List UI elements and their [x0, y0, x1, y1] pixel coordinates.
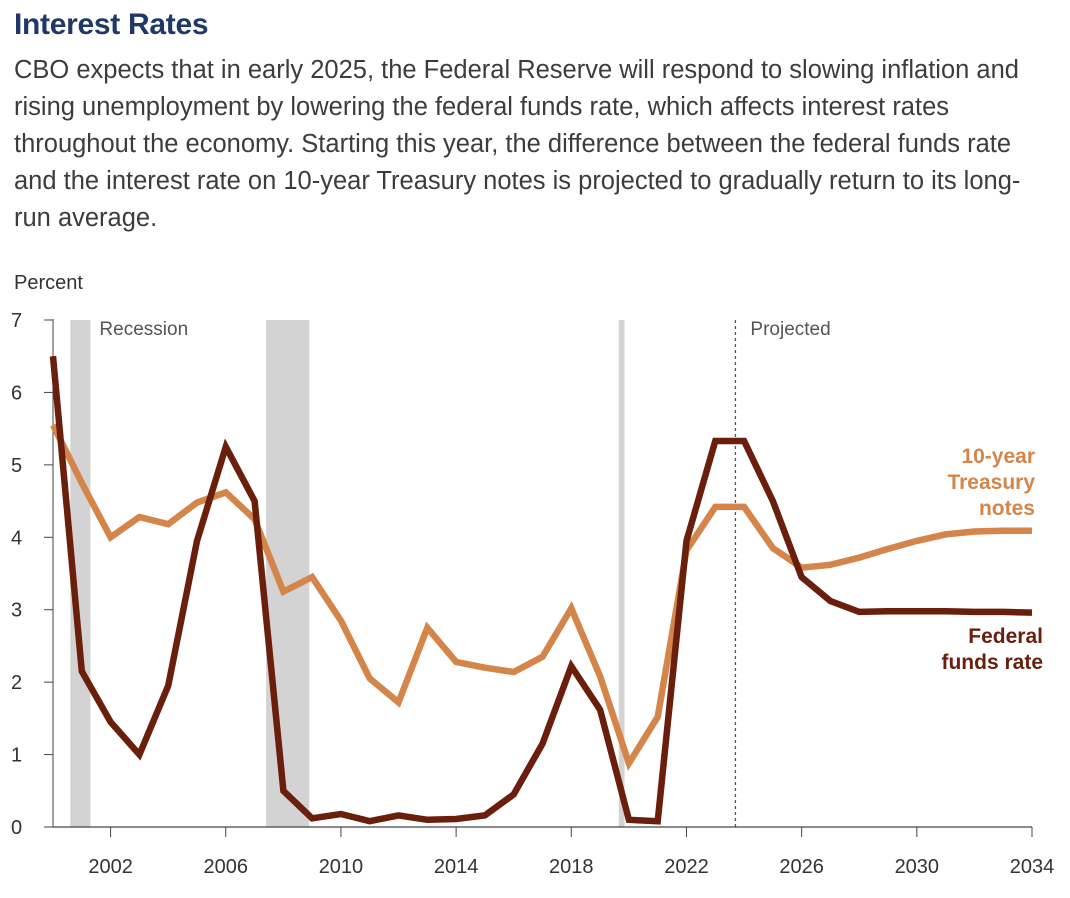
treasury-notes-label: 10-year — [961, 445, 1035, 468]
y-tick-label: 3 — [11, 600, 22, 622]
federal-funds-rate-label: Federal — [968, 625, 1043, 648]
x-tick-label: 2018 — [549, 856, 594, 878]
x-tick-label: 2010 — [319, 856, 364, 878]
x-tick-label: 2030 — [895, 856, 940, 878]
recession-band-2 — [266, 320, 310, 827]
recession-band-1 — [70, 320, 91, 827]
y-tick-label: 6 — [11, 382, 22, 404]
y-tick-label: 1 — [11, 745, 22, 767]
treasury-notes-label: notes — [979, 497, 1035, 520]
y-tick-label: 7 — [11, 310, 22, 332]
treasury-notes-label: Treasury — [947, 471, 1035, 494]
recession-band-3 — [618, 320, 625, 827]
federal-funds-rate-label: funds rate — [941, 651, 1043, 674]
10-year-treasury-notes-line — [50, 423, 1032, 771]
x-tick-label: 2034 — [1010, 856, 1055, 878]
recession-label: Recession — [99, 319, 188, 340]
projection-label: Projected — [750, 319, 830, 340]
y-tick-label: 5 — [11, 455, 22, 477]
y-axis-label: Percent — [14, 272, 83, 294]
x-tick-label: 2026 — [779, 856, 824, 878]
y-tick-label: 0 — [11, 817, 22, 839]
y-tick-label: 4 — [11, 527, 22, 549]
chart-subtitle: CBO expects that in early 2025, the Fede… — [14, 56, 1021, 232]
chart-title: Interest Rates — [14, 8, 209, 41]
x-tick-label: 2002 — [88, 856, 133, 878]
x-tick-label: 2014 — [434, 856, 479, 878]
axes: Projected Percent 0 1 2 3 4 5 6 7 2002 2006 2010 2014… — [11, 272, 1054, 878]
series-lines — [49, 355, 1033, 825]
labels: 10-year Treasury notes Federal funds rate — [941, 445, 1043, 674]
federal-funds-rate-line — [49, 355, 1033, 825]
x-tick-label: 2006 — [204, 856, 249, 878]
x-tick-label: 2022 — [664, 856, 709, 878]
y-tick-label: 2 — [11, 672, 22, 694]
